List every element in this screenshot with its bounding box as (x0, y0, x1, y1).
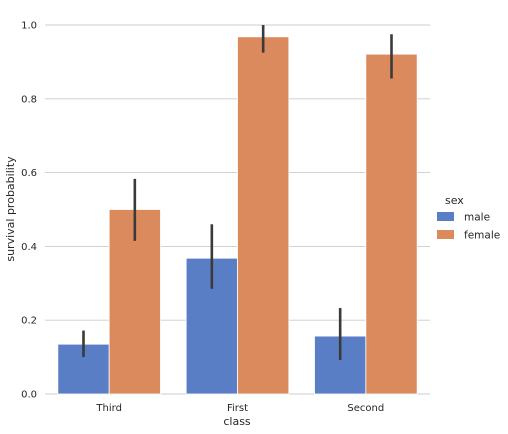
legend-label-male: male (464, 212, 490, 224)
legend-items: male female (437, 212, 500, 242)
bar-female-first (237, 36, 290, 395)
y-tick-label: 0.2 (21, 316, 37, 327)
y-tick-label: 0.8 (21, 94, 37, 105)
legend-swatch-female (437, 230, 454, 239)
bars (57, 36, 418, 395)
y-tick-label: 0.4 (21, 242, 37, 253)
y-tick-labels: 0.0 0.2 0.4 0.6 0.8 1.0 (21, 21, 37, 401)
legend-label-female: female (464, 230, 500, 242)
y-axis-label: survival probability (4, 156, 17, 262)
error-bars (82, 25, 393, 361)
bar-female-second (365, 53, 418, 395)
y-tick-label: 0.6 (21, 168, 37, 179)
legend: sex male female (437, 194, 500, 242)
legend-swatch-male (437, 212, 454, 221)
x-axis-label: class (223, 415, 251, 428)
x-tick-label: First (227, 403, 248, 414)
x-tick-labels: Third First Second (95, 403, 384, 414)
legend-title: sex (445, 194, 464, 207)
x-tick-label: Second (347, 403, 384, 414)
y-tick-label: 0.0 (21, 390, 37, 401)
y-tick-label: 1.0 (21, 21, 37, 32)
x-tick-label: Third (95, 403, 122, 414)
